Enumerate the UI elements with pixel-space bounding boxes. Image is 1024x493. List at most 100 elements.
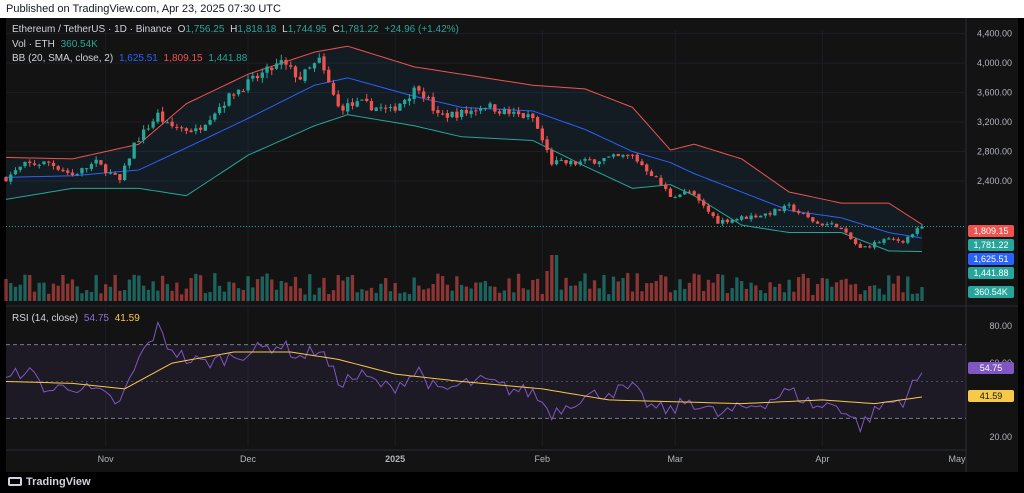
price-tick-label: 4,000.00 [977,58,1012,68]
volume-bar [123,290,127,301]
volume-bar [141,285,146,301]
candle-body [645,164,649,172]
volume-bar [920,287,924,301]
volume-label: Vol · ETH [12,39,55,50]
candle-body [801,212,805,214]
volume-bar [673,290,677,301]
volume-bar [312,294,317,301]
close-value: 1,781.22 [339,24,379,35]
candle-body [198,127,203,130]
candle-body [407,98,412,102]
candle-body [512,111,516,114]
volume-bar [815,284,820,301]
candle-body [692,191,696,195]
volume-bar [507,278,511,301]
candle-body [763,213,768,216]
candle-body [635,154,639,162]
volume-bar [754,285,758,301]
candle-body [573,161,578,165]
price-tick-label: 2,800.00 [977,147,1012,157]
time-tick-label: Mar [667,454,683,464]
published-text: Published on TradingView.com, Apr 23, 20… [6,3,281,15]
candle-body [179,127,184,129]
volume-bar [270,279,274,301]
volume-price-label: 360.54K [968,286,1014,298]
volume-bar [336,275,340,301]
candle-body [360,99,364,101]
candle-body [863,246,867,248]
candle-body [208,120,212,125]
volume-bar [293,276,298,301]
rsi-price-label: 54.75 [968,362,1014,374]
volume-bar [659,274,663,301]
bb-upper-value: 1,809.15 [163,53,203,64]
candle-body [298,76,302,80]
candle-body [246,79,250,91]
chart-frame[interactable] [6,18,1018,472]
candle-body [825,224,829,226]
volume-bar [32,291,37,301]
volume-bar [137,275,141,301]
volume-bar [863,290,867,301]
volume-bar [393,283,397,301]
volume-bar [512,292,516,301]
volume-bar [721,274,725,301]
candle-body [526,114,530,118]
candle-body [94,159,98,164]
volume-bar [61,275,65,301]
volume-bar [796,277,801,301]
volume-bar [94,275,98,301]
volume-bar [160,275,165,301]
candle-body [725,219,730,223]
volume-bar [569,285,573,301]
volume-bar [379,283,383,301]
change-value: +24.96 (+1.42%) [384,24,459,35]
volume-bar [208,292,212,301]
lower-band-price-label: 1,441.88 [968,267,1014,279]
volume-bar [179,294,184,301]
candle-body [336,94,340,107]
candle-body [787,204,791,206]
volume-bar [18,284,22,301]
volume-bar [198,275,203,301]
rsi-ma-line [5,351,923,405]
chart-svg[interactable]: 4,400.00 4,000.00 3,600.00 3,200.00 2,800.00… [0,0,1024,472]
candle-body [274,63,279,69]
symbol-title: Ethereum / TetherUS · 1D · Binance [12,24,172,35]
high-label: H [230,24,238,35]
candle-body [236,89,241,95]
candle-body [118,174,122,181]
tradingview-logo[interactable]: TradingView [8,476,91,488]
volume-bar [910,293,915,301]
candle-body [80,168,84,174]
candle-body [872,242,877,248]
volume-bar [445,284,450,301]
volume-bar [317,287,321,301]
volume-bar [194,273,198,301]
price-tick-label: 3,600.00 [977,88,1012,98]
volume-bar [388,291,393,301]
candle-body [630,154,635,156]
candle-body [559,159,563,161]
candle-body [849,232,853,240]
candle-body [806,213,810,218]
volume-bar [616,281,620,301]
candle-body [379,107,383,109]
volume-bar [436,273,440,301]
candle-body [108,172,113,174]
volume-bar [360,289,364,301]
volume-bar [801,273,805,301]
volume-bar [113,274,117,301]
candle-body [735,219,739,221]
volume-bar [374,292,378,301]
high-value: 1,818.18 [237,24,277,35]
candle-body [868,246,872,248]
volume-bar [284,282,288,301]
candle-body [540,128,544,141]
candle-body [830,223,834,225]
candle-body [265,66,269,73]
volume-bar [203,293,207,301]
volume-bar [56,285,60,301]
volume-bar [431,284,435,301]
main-legend: Ethereum / TetherUS · 1D · Binance O1,75… [12,24,462,35]
